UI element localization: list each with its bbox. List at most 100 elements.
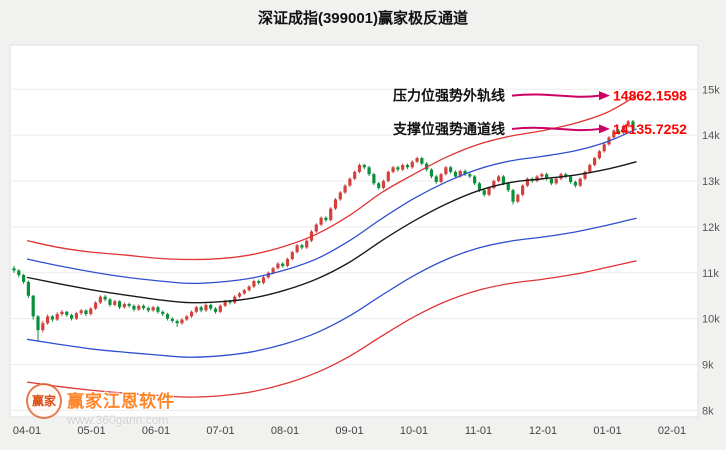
candle-body (415, 158, 419, 162)
candle-body (31, 295, 35, 317)
annotation-pressure-arrow (511, 93, 601, 98)
candle-body (463, 170, 467, 175)
candle-body (540, 174, 544, 177)
candle-body (353, 171, 357, 179)
watermark: 赢家 赢家江恩软件 www.360gann.com (26, 383, 175, 427)
candle-body (242, 290, 246, 294)
candle-body (602, 144, 606, 152)
candle-body (175, 320, 179, 324)
candle-body (41, 323, 45, 331)
candle-body (228, 301, 232, 303)
candle-body (453, 171, 458, 177)
candle-body (501, 176, 506, 184)
candle-body (593, 158, 597, 165)
candle-body (261, 277, 266, 283)
candle-body (36, 316, 40, 331)
candle-body (439, 174, 443, 182)
candlestick-series (12, 120, 635, 342)
candle-body (420, 158, 424, 164)
candle-body (617, 130, 621, 133)
candle-body (391, 167, 395, 172)
candle-body (74, 313, 78, 319)
candle-body (257, 281, 261, 283)
candle-body (511, 190, 515, 202)
x-tick-label: 01-01 (593, 425, 621, 437)
watermark-brand: 赢家江恩软件 (67, 392, 175, 411)
x-tick-label: 05-01 (77, 425, 105, 437)
candle-body (146, 308, 150, 311)
candle-body (271, 268, 275, 273)
candle-body (300, 245, 304, 248)
annotation-pressure-arrowhead (599, 91, 610, 101)
candle-body (367, 167, 371, 175)
annotation-support-label: 支撑位强势通道线 (392, 121, 505, 137)
candle-body (386, 171, 390, 182)
candle-body (458, 170, 462, 177)
candle-body (314, 224, 318, 232)
chart-title: 深证成指(399001)赢家极反通道 (257, 10, 469, 27)
candle-body (554, 178, 558, 184)
annotation-support-value: 14135.7252 (613, 121, 687, 137)
candle-body (626, 121, 630, 126)
candle-body (468, 174, 472, 177)
candle-body (223, 301, 227, 306)
x-tick-label: 12-01 (529, 425, 557, 437)
x-tick-label: 04-01 (13, 425, 41, 437)
annotation-pressure-value: 14862.1598 (613, 88, 687, 104)
candle-body (170, 318, 174, 321)
candle-body (12, 268, 16, 271)
candle-body (281, 263, 285, 266)
candle-body (444, 167, 448, 175)
y-tick-label: 13k (702, 176, 720, 188)
candle-body (612, 130, 616, 138)
x-tick-label: 09-01 (335, 425, 363, 437)
candle-body (348, 178, 352, 186)
candle-body (156, 307, 160, 312)
candle-body (204, 304, 208, 311)
candle-body (338, 192, 342, 200)
plot-area[interactable] (9, 44, 699, 418)
candle-body (343, 185, 347, 193)
candle-body (372, 174, 376, 184)
line-support-channel-upper (26, 128, 637, 285)
line-pressure-outer-rail-upper (26, 95, 637, 261)
candle-body (237, 293, 242, 297)
candle-body (180, 319, 184, 324)
watermark-url: www.360gann.com (67, 413, 169, 427)
candle-body (429, 169, 434, 177)
annotation-support-arrowhead (599, 124, 610, 134)
candle-body (362, 164, 366, 168)
candle-body (377, 183, 381, 188)
candle-body (247, 286, 251, 291)
candle-body (621, 125, 626, 133)
candle-body (305, 240, 309, 248)
candle-body (55, 314, 59, 320)
line-channel-lower (26, 217, 637, 358)
candle-body (506, 183, 510, 191)
candle-body (84, 310, 88, 315)
candle-body (137, 305, 141, 310)
candle-body (69, 314, 74, 319)
candle-body (108, 299, 112, 305)
candle-body (194, 307, 198, 312)
grid-layer (11, 88, 697, 411)
candle-body (473, 176, 477, 184)
candle-body (497, 176, 501, 182)
y-axis-labels: 15k 14k 13k 12k 11k 10k 9k 8k (702, 84, 720, 417)
candle-body (333, 199, 338, 209)
candle-body (434, 176, 438, 182)
candle-body (597, 151, 602, 159)
candle-body (583, 171, 587, 179)
candle-body (492, 181, 496, 188)
candle-body (199, 307, 203, 311)
candle-body (631, 121, 635, 129)
candle-body (218, 305, 222, 312)
annotation-support-arrow (511, 126, 601, 132)
x-tick-label: 11-01 (465, 425, 492, 437)
candle-body (487, 187, 491, 195)
candle-body (396, 167, 400, 170)
annotation-pressure: 压力位强势外轨线 14862.1598 (393, 88, 687, 104)
candle-body (324, 217, 328, 221)
